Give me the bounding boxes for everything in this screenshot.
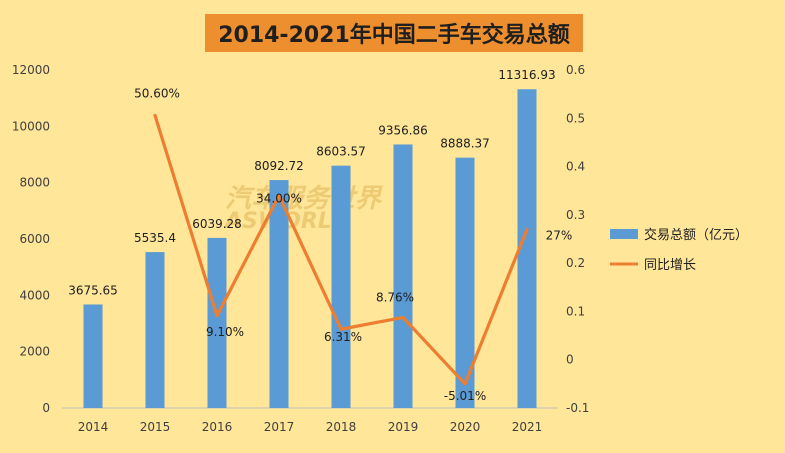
y-right-tick-label: -0.1: [566, 401, 589, 415]
bar-data-label: 3675.65: [68, 283, 118, 297]
bar: [83, 304, 103, 408]
x-tick-label: 2021: [512, 420, 543, 434]
bar-data-label: 8888.37: [440, 137, 490, 151]
y-left-tick-label: 12000: [12, 63, 50, 77]
bar-data-label: 6039.28: [192, 217, 242, 231]
line-data-label: 27%: [546, 228, 573, 242]
bar: [455, 157, 475, 408]
y-left-tick-label: 8000: [19, 176, 50, 190]
bar-data-label: 9356.86: [378, 123, 428, 137]
y-right-tick-label: 0.3: [566, 208, 585, 222]
growth-line: [153, 113, 529, 386]
bar: [331, 165, 351, 408]
legend-label-bar: 交易总额（亿元）: [644, 227, 748, 243]
x-tick-label: 2016: [202, 420, 233, 434]
line-data-label: 8.76%: [376, 290, 414, 304]
bar: [207, 237, 227, 408]
legend-label-line: 同比增长: [644, 258, 696, 273]
y-left-tick-label: 10000: [12, 119, 50, 133]
line-data-label: 6.31%: [324, 330, 362, 344]
chart-title: 2014-2021年中国二手车交易总额: [205, 14, 583, 52]
y-left-tick-label: 6000: [19, 232, 50, 246]
bar-data-label: 11316.93: [498, 68, 555, 82]
x-tick-label: 2015: [140, 420, 171, 434]
bar: [517, 89, 537, 408]
x-tick-label: 2014: [78, 420, 109, 434]
y-right-tick-label: 0: [566, 353, 574, 367]
x-tick-label: 2017: [264, 420, 295, 434]
y-right-tick-label: 0.2: [566, 256, 585, 270]
y-right-tick-label: 0.6: [566, 63, 585, 77]
legend-swatch-bar: [610, 229, 638, 239]
line-data-label: -5.01%: [444, 389, 486, 403]
line-data-label: 34.00%: [256, 192, 302, 206]
y-left-tick-label: 4000: [19, 288, 50, 302]
y-right-tick-label: 0.5: [566, 111, 585, 125]
y-right-tick-label: 0.4: [566, 160, 585, 174]
watermark-text: 汽车服务世界: [225, 184, 383, 214]
line-data-label: 9.10%: [206, 325, 244, 339]
y-left-tick-label: 2000: [19, 345, 50, 359]
bar-data-label: 8603.57: [316, 145, 366, 159]
line-data-label: 50.60%: [134, 86, 180, 100]
x-tick-label: 2018: [326, 420, 357, 434]
bar-data-label: 5535.4: [134, 231, 176, 245]
bar: [145, 252, 165, 408]
bar: [393, 144, 413, 409]
x-tick-label: 2019: [388, 420, 419, 434]
x-tick-label: 2020: [450, 420, 481, 434]
y-left-tick-label: 0: [42, 401, 50, 415]
bar: [269, 180, 289, 408]
bar-data-label: 8092.72: [254, 159, 304, 173]
y-right-tick-label: 0.1: [566, 304, 585, 318]
